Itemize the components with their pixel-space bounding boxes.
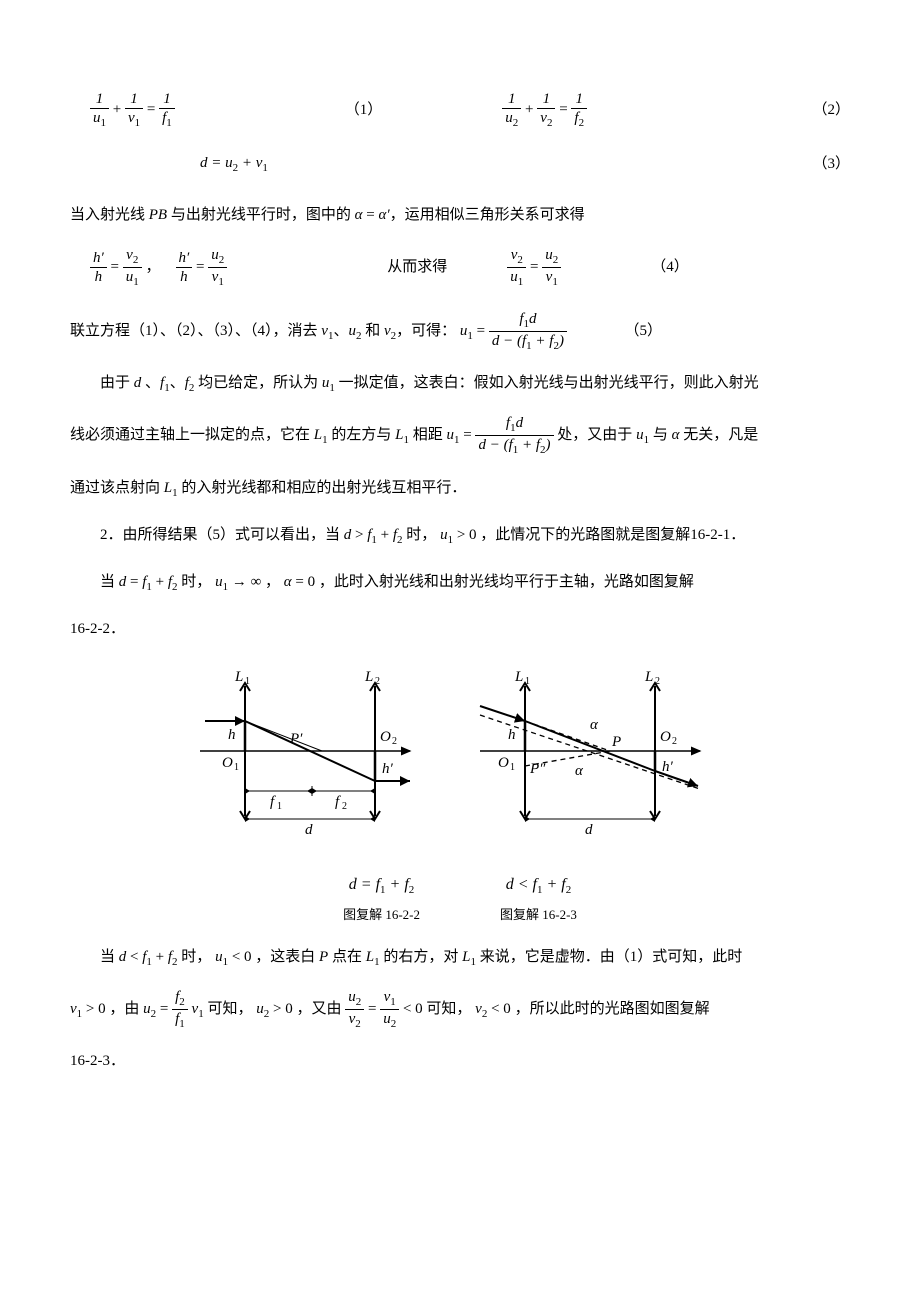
paragraph-1: 当入射光线 PB 与出射光线平行时，图中的 α = α′，运用相似三角形关系可求… — [70, 199, 850, 232]
paragraph-12: 16-2-3． — [70, 1045, 850, 1078]
svg-text:L: L — [514, 669, 523, 685]
svg-text:f: f — [335, 794, 341, 810]
svg-text:1: 1 — [234, 762, 239, 773]
svg-text:α: α — [590, 717, 599, 733]
svg-text:O: O — [498, 755, 509, 771]
svg-text:h′: h′ — [382, 761, 394, 777]
svg-text:h: h — [508, 727, 516, 743]
svg-text:1: 1 — [525, 676, 530, 687]
fig3-condition: d < f1 + f2 — [500, 871, 577, 901]
equation-row-1: 1u1 + 1v1 = 1f1 （1） 1u2 + 1v2 = 1f2 （2） — [90, 90, 850, 130]
svg-text:2: 2 — [655, 676, 660, 687]
eq3-number: （3） — [812, 151, 850, 178]
paragraph-4: 由于 d 、f1、f2 均已给定，所认为 u1 一拟定值，这表白：假如入射光线与… — [70, 367, 850, 400]
svg-text:2: 2 — [672, 736, 677, 747]
paragraph-6: 通过该点射向 L1 的入射光线都和相应的出射光线互相平行． — [70, 472, 850, 505]
paragraph-8: 当 d = f1 + f2 时， u1 → ∞ ， α = 0 ，此时入射光线和… — [70, 566, 850, 599]
optics-diagrams: L1 L2 h h′ O1 O2 P′ — [180, 661, 740, 861]
eq2-number: （2） — [812, 97, 850, 124]
paragraph-eq5: 联立方程（1）、（2）、（3）、（4），消去 v1、u2 和 v2，可得： u1… — [70, 310, 850, 353]
equation-row-4: h′h = v2u1 ， h′h = u2v1 从而求得 v2u1 = u2v1… — [90, 246, 850, 289]
svg-text:d: d — [305, 822, 313, 838]
fig2-condition: d = f1 + f2 — [343, 871, 420, 901]
paragraph-11: v1 > 0 ，由 u2 = f2f1 v1 可知， u2 > 0 ，又由 u2… — [70, 988, 850, 1031]
figures-row: L1 L2 h h′ O1 O2 P′ — [70, 661, 850, 926]
svg-text:P″: P″ — [529, 761, 546, 777]
eq4-number: （4） — [651, 254, 689, 281]
eq5-number: （5） — [624, 323, 662, 339]
svg-text:L: L — [644, 669, 653, 685]
svg-text:2: 2 — [392, 736, 397, 747]
svg-text:O: O — [660, 729, 671, 745]
svg-text:f: f — [270, 794, 276, 810]
equation-3: d = u2 + v1 — [200, 150, 268, 179]
paragraph-5: 线必须通过主轴上一拟定的点，它在 L1 的左方与 L1 相距 u1 = f1dd… — [70, 414, 850, 457]
svg-text:d: d — [585, 822, 593, 838]
equation-row-3: d = u2 + v1 （3） — [200, 150, 850, 179]
equation-4b: v2u1 = u2v1 — [507, 246, 561, 289]
svg-text:1: 1 — [245, 676, 250, 687]
svg-text:1: 1 — [277, 801, 282, 812]
svg-text:O: O — [380, 729, 391, 745]
equation-1: 1u1 + 1v1 = 1f1 — [90, 90, 175, 130]
paragraph-7: 2．由所得结果（5）式可以看出，当 d > f1 + f2 时， u1 > 0 … — [70, 519, 850, 552]
paragraph-10: 当 d < f1 + f2 时， u1 < 0 ，这表白 P 点在 L1 的右方… — [70, 941, 850, 974]
eq4-midtext: 从而求得 — [387, 254, 447, 281]
svg-text:P′: P′ — [289, 731, 303, 747]
equation-4a: h′h = v2u1 ， h′h = u2v1 — [90, 246, 227, 289]
svg-text:α: α — [575, 763, 584, 779]
eq1-number: （1） — [345, 97, 383, 124]
paragraph-9: 16-2-2． — [70, 613, 850, 646]
svg-text:O: O — [222, 755, 233, 771]
svg-text:P: P — [611, 734, 621, 750]
equation-2: 1u2 + 1v2 = 1f2 — [502, 90, 587, 130]
svg-text:h: h — [228, 727, 236, 743]
fig2-caption: 图复解 16-2-2 — [343, 903, 420, 926]
fig3-caption: 图复解 16-2-3 — [500, 903, 577, 926]
svg-text:L: L — [364, 669, 373, 685]
svg-text:h′: h′ — [662, 759, 674, 775]
svg-text:2: 2 — [342, 801, 347, 812]
svg-text:2: 2 — [375, 676, 380, 687]
svg-text:L: L — [234, 669, 243, 685]
svg-text:1: 1 — [510, 762, 515, 773]
